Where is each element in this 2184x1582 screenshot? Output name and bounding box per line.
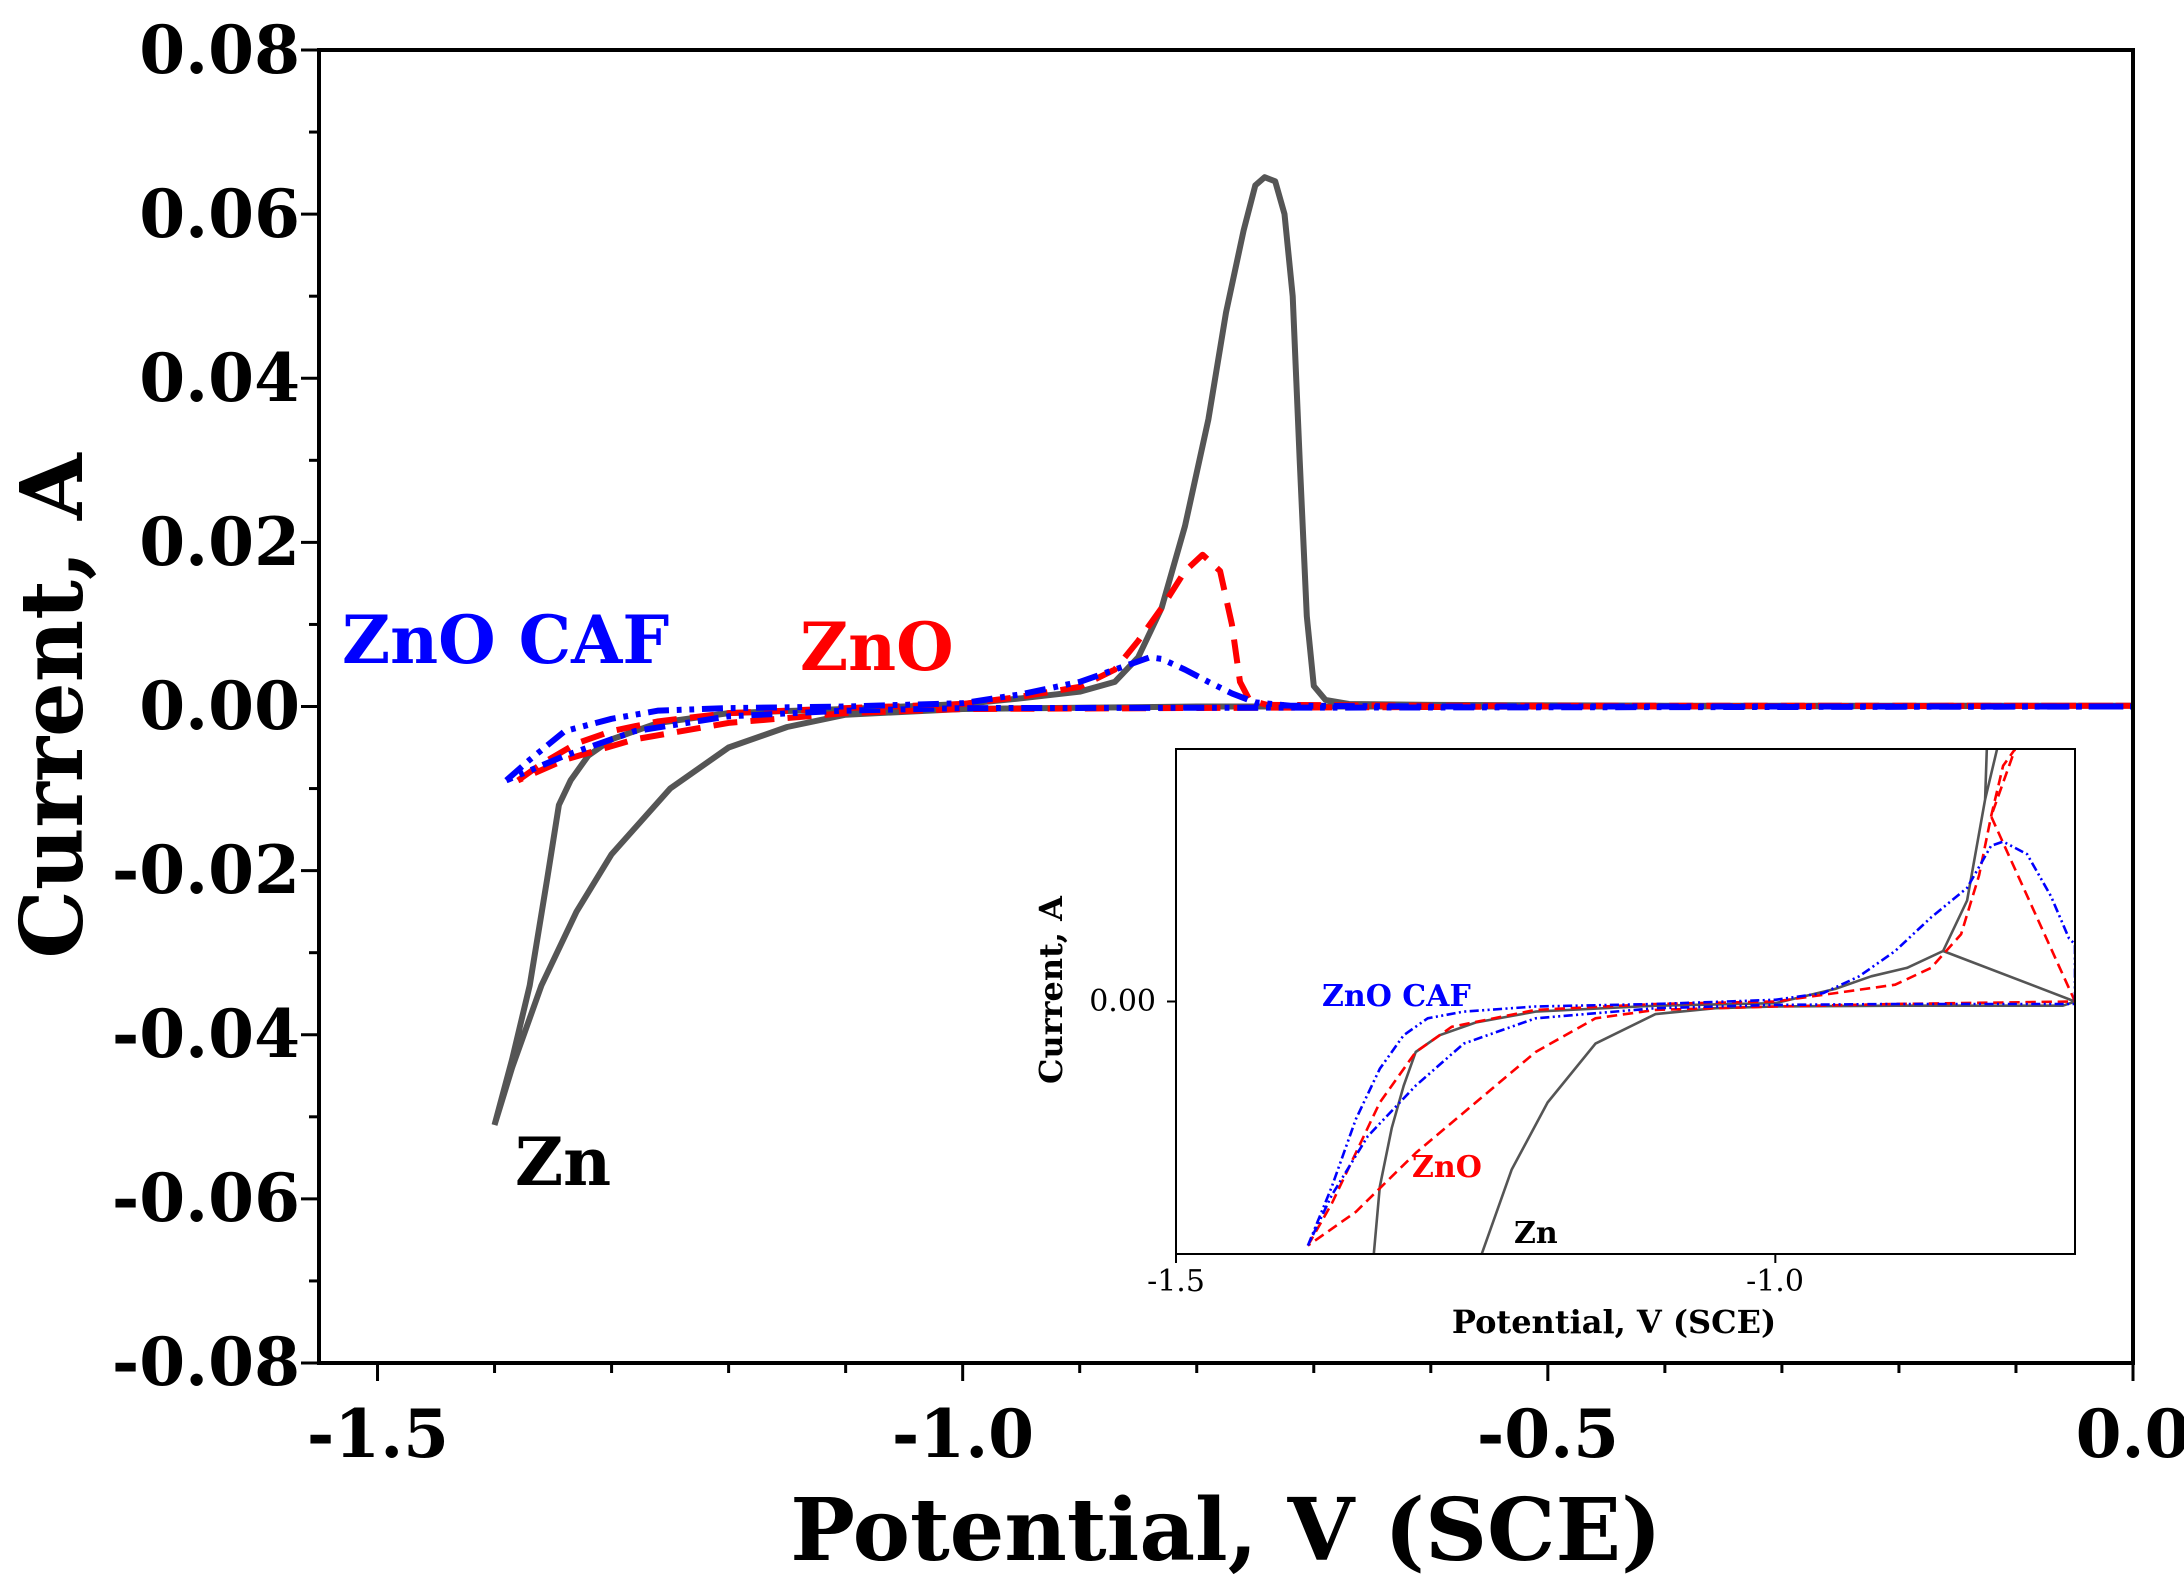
main-y-tick-label: -0.04 bbox=[112, 995, 300, 1073]
inset-annotation-zno-caf: ZnO CAF bbox=[1322, 979, 1471, 1014]
inset-series-group bbox=[1306, 749, 2075, 1254]
main-y-tick-label: 0.08 bbox=[139, 11, 300, 89]
main-y-tick-label: 0.06 bbox=[139, 175, 300, 253]
annotation-zno-caf: ZnO CAF bbox=[342, 601, 669, 679]
main-series-zno-caf bbox=[504, 654, 2133, 784]
inset-x-axis-title: Potential, V (SCE) bbox=[1452, 1303, 1776, 1341]
inset-series-zno bbox=[1306, 749, 2075, 1247]
main-ticks bbox=[301, 48, 2135, 1381]
main-y-tick-label: -0.02 bbox=[112, 831, 300, 909]
annotation-zn: Zn bbox=[515, 1123, 611, 1201]
inset-background bbox=[1176, 749, 2075, 1254]
main-x-tick-label: -0.5 bbox=[1477, 1395, 1619, 1473]
inset-plot: 0.00 -1.5 -1.0 Potential, V (SCE) Curren… bbox=[1032, 748, 2076, 1341]
main-x-axis-title: Potential, V (SCE) bbox=[790, 1480, 1662, 1577]
annotation-zno: ZnO bbox=[800, 608, 954, 686]
inset-x-tick-label: -1.0 bbox=[1746, 1264, 1804, 1299]
inset-annotation-zn: Zn bbox=[1514, 1216, 1558, 1251]
main-y-axis-title: Current, A bbox=[2, 452, 103, 958]
main-y-tick-label: 0.04 bbox=[139, 339, 300, 417]
main-plot: 0.08 0.06 0.04 0.02 0.00 -0.02 -0.04 -0.… bbox=[2, 11, 2184, 1581]
inset-series-zno-caf bbox=[1306, 840, 2075, 1247]
main-series-group bbox=[491, 174, 2133, 1126]
main-x-tick-label: 0.0 bbox=[2076, 1395, 2184, 1473]
inset-ticks bbox=[1167, 1000, 1777, 1263]
main-y-tick-label: -0.08 bbox=[112, 1323, 300, 1401]
main-y-tick-label: -0.06 bbox=[112, 1159, 300, 1237]
main-series-zno bbox=[516, 551, 2133, 784]
main-x-tick-label: -1.5 bbox=[307, 1395, 449, 1473]
main-y-tick-label: 0.02 bbox=[139, 503, 300, 581]
main-x-tick-label: -1.0 bbox=[892, 1395, 1034, 1473]
inset-x-tick-label: -1.5 bbox=[1147, 1264, 1205, 1299]
inset-y-tick-label: 0.00 bbox=[1089, 984, 1156, 1019]
main-y-tick-label: 0.00 bbox=[139, 667, 300, 745]
inset-annotation-zno: ZnO bbox=[1412, 1150, 1482, 1185]
inset-y-axis-title: Current, A bbox=[1032, 895, 1070, 1084]
